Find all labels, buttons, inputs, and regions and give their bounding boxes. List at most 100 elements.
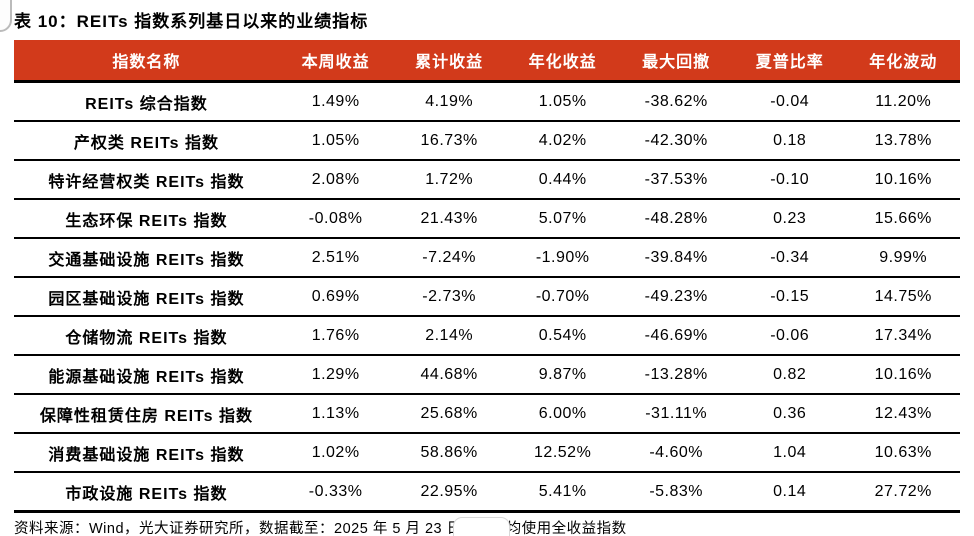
- value-cell: 9.87%: [505, 355, 620, 395]
- index-name-cell: 市政设施 REITs 指数: [14, 472, 279, 513]
- index-name-cell: 园区基础设施 REITs 指数: [14, 277, 279, 317]
- table-body: REITs 综合指数 1.49% 4.19% 1.05% -38.62% -0.04 11.…: [14, 81, 960, 513]
- table-row: 交通基础设施 REITs 指数 2.51% -7.24% -1.90% -39.84% -…: [14, 238, 960, 278]
- value-cell: 10.63%: [846, 433, 960, 473]
- table-row: 市政设施 REITs 指数 -0.33% 22.95% 5.41% -5.83% 0.14…: [14, 472, 960, 513]
- value-cell: -0.15: [732, 277, 847, 317]
- value-cell: 0.18: [732, 121, 847, 161]
- index-name-cell: 能源基础设施 REITs 指数: [14, 355, 279, 395]
- value-cell: 14.75%: [846, 277, 960, 317]
- value-cell: 12.52%: [505, 433, 620, 473]
- value-cell: -0.08%: [278, 199, 393, 239]
- value-cell: 1.05%: [278, 121, 393, 161]
- value-cell: -0.06: [732, 316, 847, 356]
- value-cell: 25.68%: [392, 394, 506, 434]
- table-row: 园区基础设施 REITs 指数 0.69% -2.73% -0.70% -49.23% -…: [14, 277, 960, 317]
- value-cell: 0.44%: [505, 160, 620, 200]
- value-cell: 1.49%: [278, 81, 393, 122]
- index-name-cell: 保障性租赁住房 REITs 指数: [14, 394, 279, 434]
- value-cell: 0.69%: [278, 277, 393, 317]
- header-cell: 本周收益: [278, 40, 393, 83]
- index-name-cell: 消费基础设施 REITs 指数: [14, 433, 279, 473]
- value-cell: 0.36: [732, 394, 847, 434]
- value-cell: 21.43%: [392, 199, 506, 239]
- index-name-cell: 生态环保 REITs 指数: [14, 199, 279, 239]
- value-cell: 1.05%: [505, 81, 620, 122]
- value-cell: -0.10: [732, 160, 847, 200]
- overlay-corner-artifact: [0, 0, 12, 32]
- value-cell: -38.62%: [619, 81, 733, 122]
- table-row: 能源基础设施 REITs 指数 1.29% 44.68% 9.87% -13.28% 0.…: [14, 355, 960, 395]
- value-cell: 58.86%: [392, 433, 506, 473]
- value-cell: 1.04: [732, 433, 847, 473]
- value-cell: -13.28%: [619, 355, 733, 395]
- value-cell: -49.23%: [619, 277, 733, 317]
- value-cell: 17.34%: [846, 316, 960, 356]
- value-cell: 12.43%: [846, 394, 960, 434]
- value-cell: -5.83%: [619, 472, 733, 513]
- table-row: 仓储物流 REITs 指数 1.76% 2.14% 0.54% -46.69% -0.06…: [14, 316, 960, 356]
- header-cell-index-name: 指数名称: [14, 40, 279, 83]
- value-cell: -37.53%: [619, 160, 733, 200]
- value-cell: -48.28%: [619, 199, 733, 239]
- value-cell: 5.41%: [505, 472, 620, 513]
- value-cell: -42.30%: [619, 121, 733, 161]
- value-cell: 4.19%: [392, 81, 506, 122]
- table-header-row: 指数名称 本周收益 累计收益 年化收益 最大回撤 夏普比率 年化波动: [14, 40, 960, 83]
- index-name-cell: REITs 综合指数: [14, 81, 279, 122]
- index-name-cell: 产权类 REITs 指数: [14, 121, 279, 161]
- value-cell: -39.84%: [619, 238, 733, 278]
- reits-performance-table: 指数名称 本周收益 累计收益 年化收益 最大回撤 夏普比率 年化波动 REITs 综合指数 1…: [14, 40, 960, 513]
- value-cell: 13.78%: [846, 121, 960, 161]
- table-row: 保障性租赁住房 REITs 指数 1.13% 25.68% 6.00% -31.11% 0…: [14, 394, 960, 434]
- value-cell: -0.33%: [278, 472, 393, 513]
- value-cell: 0.82: [732, 355, 847, 395]
- index-name-cell: 仓储物流 REITs 指数: [14, 316, 279, 356]
- value-cell: 0.14: [732, 472, 847, 513]
- value-cell: 1.13%: [278, 394, 393, 434]
- table-row: 产权类 REITs 指数 1.05% 16.73% 4.02% -42.30% 0.18 1…: [14, 121, 960, 161]
- table-row: 特许经营权类 REITs 指数 2.08% 1.72% 0.44% -37.53% -0.…: [14, 160, 960, 200]
- value-cell: 2.08%: [278, 160, 393, 200]
- value-cell: -7.24%: [392, 238, 506, 278]
- value-cell: -46.69%: [619, 316, 733, 356]
- value-cell: -0.70%: [505, 277, 620, 317]
- table-row: REITs 综合指数 1.49% 4.19% 1.05% -38.62% -0.04 11.…: [14, 81, 960, 122]
- value-cell: 4.02%: [505, 121, 620, 161]
- header-cell: 年化波动: [846, 40, 960, 83]
- value-cell: 2.14%: [392, 316, 506, 356]
- value-cell: -4.60%: [619, 433, 733, 473]
- value-cell: -2.73%: [392, 277, 506, 317]
- value-cell: 16.73%: [392, 121, 506, 161]
- index-name-cell: 特许经营权类 REITs 指数: [14, 160, 279, 200]
- value-cell: 11.20%: [846, 81, 960, 122]
- value-cell: 1.76%: [278, 316, 393, 356]
- value-cell: 15.66%: [846, 199, 960, 239]
- value-cell: 1.72%: [392, 160, 506, 200]
- header-cell: 年化收益: [505, 40, 620, 83]
- table-row: 消费基础设施 REITs 指数 1.02% 58.86% 12.52% -4.60% 1.…: [14, 433, 960, 473]
- header-cell: 累计收益: [392, 40, 506, 83]
- value-cell: 44.68%: [392, 355, 506, 395]
- value-cell: 5.07%: [505, 199, 620, 239]
- value-cell: 10.16%: [846, 355, 960, 395]
- table-title: 表 10：REITs 指数系列基日以来的业绩指标: [14, 12, 369, 31]
- value-cell: -0.34: [732, 238, 847, 278]
- value-cell: 2.51%: [278, 238, 393, 278]
- table-row: 生态环保 REITs 指数 -0.08% 21.43% 5.07% -48.28% 0.2…: [14, 199, 960, 239]
- header-cell: 最大回撤: [619, 40, 733, 83]
- value-cell: 1.29%: [278, 355, 393, 395]
- overlay-white-artifact: [453, 517, 510, 536]
- header-cell: 夏普比率: [732, 40, 847, 83]
- value-cell: 9.99%: [846, 238, 960, 278]
- value-cell: 0.54%: [505, 316, 620, 356]
- value-cell: 22.95%: [392, 472, 506, 513]
- value-cell: 0.23: [732, 199, 847, 239]
- value-cell: 10.16%: [846, 160, 960, 200]
- value-cell: -0.04: [732, 81, 847, 122]
- value-cell: 27.72%: [846, 472, 960, 513]
- value-cell: -31.11%: [619, 394, 733, 434]
- value-cell: 6.00%: [505, 394, 620, 434]
- index-name-cell: 交通基础设施 REITs 指数: [14, 238, 279, 278]
